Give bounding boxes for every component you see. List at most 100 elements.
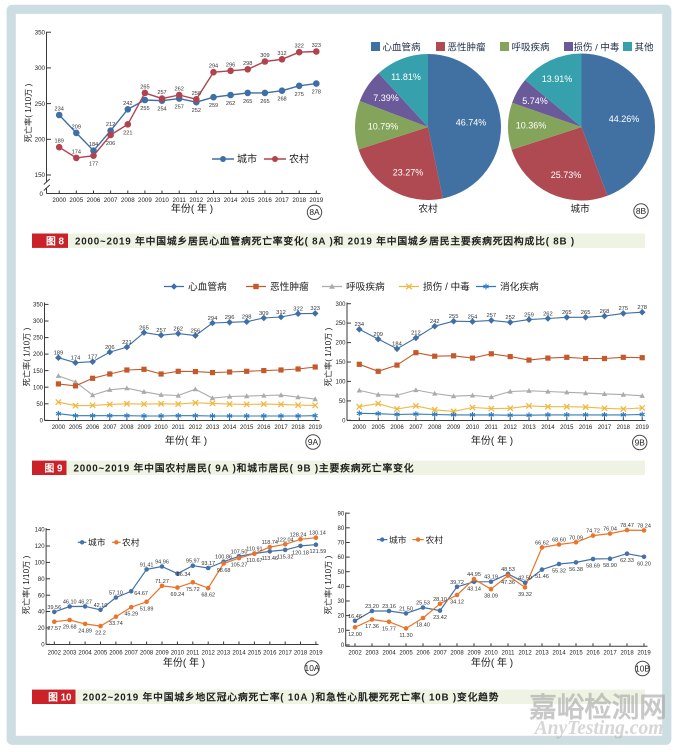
svg-text:221: 221 (122, 340, 132, 346)
svg-text:年份( 年 ): 年份( 年 ) (171, 202, 213, 215)
svg-text:184: 184 (89, 142, 98, 148)
svg-text:312: 312 (277, 51, 286, 57)
svg-text:40: 40 (38, 610, 45, 616)
svg-text:322: 322 (295, 44, 304, 50)
svg-text:2018: 2018 (620, 651, 634, 657)
svg-text:23.16: 23.16 (382, 604, 396, 610)
svg-text:AnyTesting.com: AnyTesting.com (533, 718, 664, 739)
svg-text:2014: 2014 (232, 651, 246, 657)
svg-text:18.40: 18.40 (416, 623, 430, 629)
svg-text:110.67: 110.67 (246, 558, 262, 564)
svg-text:265: 265 (260, 99, 269, 105)
svg-text:城市: 城市 (389, 534, 407, 545)
svg-text:275: 275 (295, 92, 304, 98)
svg-text:212: 212 (106, 122, 115, 128)
svg-text:50: 50 (36, 402, 43, 408)
svg-text:206: 206 (106, 141, 115, 147)
svg-text:农村: 农村 (418, 202, 438, 215)
svg-text:10A: 10A (305, 663, 320, 673)
svg-text:128.24: 128.24 (290, 532, 307, 538)
svg-text:255: 255 (449, 314, 459, 320)
svg-text:2002: 2002 (348, 651, 362, 657)
svg-text:234: 234 (354, 322, 364, 328)
svg-text:254: 254 (468, 314, 478, 320)
svg-text:2018: 2018 (617, 425, 631, 431)
svg-text:259: 259 (209, 103, 218, 109)
svg-text:46.10: 46.10 (63, 600, 77, 606)
svg-text:死亡率( 1/10万 ): 死亡率( 1/10万 ) (22, 327, 32, 386)
svg-text:2015: 2015 (241, 197, 255, 204)
svg-text:16.46: 16.46 (348, 614, 362, 620)
svg-text:174: 174 (72, 149, 81, 155)
svg-text:2015: 2015 (240, 425, 254, 431)
svg-text:118.74: 118.74 (262, 540, 278, 546)
svg-text:298: 298 (243, 61, 252, 67)
svg-text:115.32: 115.32 (277, 554, 293, 560)
svg-text:350: 350 (33, 303, 44, 309)
svg-text:消化疾病: 消化疾病 (500, 280, 539, 293)
svg-text:60: 60 (338, 555, 345, 561)
svg-text:66.62: 66.62 (535, 540, 549, 546)
svg-text:2019: 2019 (637, 651, 651, 657)
svg-text:17.36: 17.36 (365, 624, 379, 630)
svg-text:268: 268 (600, 309, 610, 315)
svg-text:2014: 2014 (223, 425, 237, 431)
svg-text:268: 268 (277, 97, 286, 103)
svg-text:10.79%: 10.79% (368, 122, 399, 132)
svg-text:2009: 2009 (137, 425, 151, 431)
svg-text:2008: 2008 (120, 425, 134, 431)
svg-text:60.20: 60.20 (637, 561, 651, 567)
svg-text:农村: 农村 (122, 536, 140, 547)
svg-text:250: 250 (35, 101, 46, 108)
svg-text:140: 140 (35, 528, 46, 534)
svg-text:2010: 2010 (484, 651, 498, 657)
svg-text:58.69: 58.69 (586, 564, 600, 570)
svg-text:城市: 城市 (570, 202, 590, 215)
svg-text:294: 294 (209, 64, 218, 70)
svg-text:62.33: 62.33 (620, 558, 634, 564)
svg-text:94.96: 94.96 (155, 560, 169, 566)
svg-text:呼吸疾病: 呼吸疾病 (346, 280, 385, 293)
svg-text:78.24: 78.24 (637, 523, 651, 529)
svg-text:209: 209 (373, 332, 383, 338)
svg-text:2017: 2017 (279, 651, 293, 657)
svg-text:2016: 2016 (258, 197, 272, 204)
svg-text:2019: 2019 (636, 425, 650, 431)
svg-text:2015: 2015 (248, 651, 262, 657)
svg-text:300: 300 (335, 302, 346, 308)
svg-text:323: 323 (310, 306, 320, 312)
svg-text:城市: 城市 (88, 536, 106, 547)
svg-text:2014: 2014 (552, 651, 566, 657)
svg-text:2004: 2004 (382, 651, 396, 657)
svg-text:189: 189 (54, 351, 64, 357)
svg-text:图 10: 图 10 (48, 691, 72, 703)
svg-text:350: 350 (35, 29, 46, 36)
svg-text:150: 150 (33, 369, 44, 375)
svg-text:46.27: 46.27 (78, 599, 92, 605)
svg-text:58.90: 58.90 (603, 563, 617, 569)
svg-text:212: 212 (411, 331, 421, 337)
svg-text:2015: 2015 (560, 425, 574, 431)
svg-text:278: 278 (637, 305, 647, 311)
svg-text:42.10: 42.10 (94, 603, 108, 609)
svg-text:312: 312 (276, 310, 286, 316)
svg-text:2016: 2016 (257, 425, 271, 431)
svg-text:275: 275 (618, 306, 628, 312)
svg-text:120: 120 (35, 544, 46, 550)
svg-text:50: 50 (338, 570, 345, 576)
svg-text:86.34: 86.34 (177, 572, 191, 578)
svg-text:2000~2019 年中国城乡居民心血管病死亡率变化( 8A: 2000~2019 年中国城乡居民心血管病死亡率变化( 8A )和 2019 年… (75, 234, 575, 247)
svg-text:2004: 2004 (78, 651, 92, 657)
svg-text:294: 294 (208, 316, 218, 322)
svg-text:255: 255 (140, 106, 149, 112)
svg-text:2006: 2006 (87, 197, 101, 204)
svg-text:2012: 2012 (504, 425, 518, 431)
svg-text:2011: 2011 (485, 425, 499, 431)
svg-text:2013: 2013 (535, 651, 549, 657)
svg-text:2012: 2012 (518, 651, 532, 657)
svg-text:46.74%: 46.74% (456, 118, 487, 128)
svg-text:2003: 2003 (365, 651, 379, 657)
svg-text:年份( 年 ): 年份( 年 ) (165, 434, 207, 447)
svg-text:100: 100 (35, 561, 46, 567)
svg-text:图 8: 图 8 (46, 235, 65, 247)
